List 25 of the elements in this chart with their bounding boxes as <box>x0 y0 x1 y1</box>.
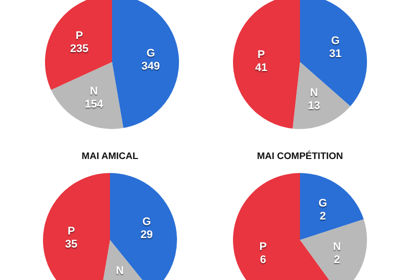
data-label: 2 <box>320 210 326 223</box>
slice-label: P <box>259 241 267 254</box>
slice-label: G <box>331 34 340 47</box>
chart-title: MAI AMICAL <box>82 151 139 162</box>
data-label: 13 <box>308 100 320 112</box>
slice-label: N <box>332 241 341 254</box>
data-label: 35 <box>65 238 78 251</box>
slice-label: G <box>146 48 155 60</box>
slice-label: P <box>258 48 265 61</box>
slice-label: G <box>142 216 151 228</box>
slice-label: N <box>116 265 124 277</box>
slice-label: P <box>76 30 83 42</box>
data-label: 235 <box>70 43 88 56</box>
data-label: 29 <box>140 229 153 242</box>
slice-label: P <box>68 226 75 238</box>
data-label: 2 <box>334 254 340 266</box>
slice-label: N <box>310 87 318 100</box>
data-label: 6 <box>260 254 266 266</box>
slice-label: G <box>318 198 328 210</box>
data-label: 349 <box>142 60 160 73</box>
chart-title: MAI COMPÉTITION <box>256 150 344 162</box>
data-label: 154 <box>84 98 104 110</box>
slice-label: N <box>90 85 98 98</box>
data-label: 41 <box>255 62 268 74</box>
data-label: 31 <box>329 48 342 60</box>
